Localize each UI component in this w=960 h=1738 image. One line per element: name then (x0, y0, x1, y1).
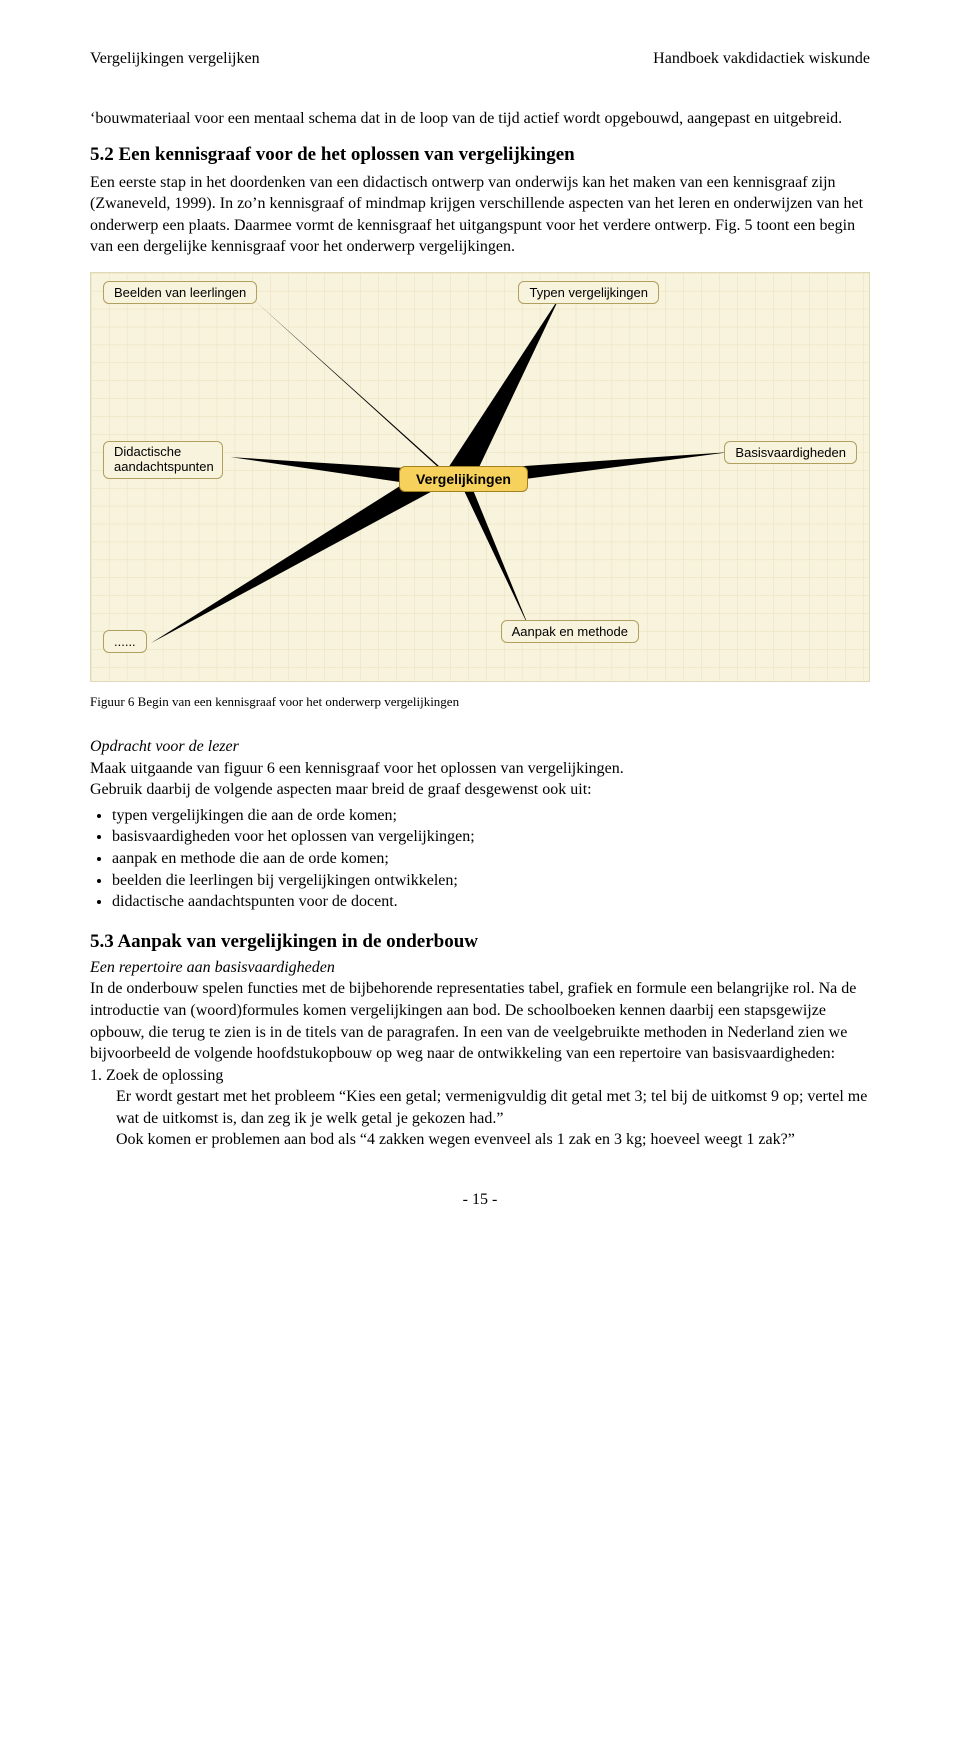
header-right: Handboek vakdidactiek wiskunde (653, 50, 870, 68)
mindmap-node-basisvaardigheden: Basisvaardigheden (724, 441, 857, 464)
opdracht-item: typen vergelijkingen die aan de orde kom… (112, 805, 870, 827)
numbered-item-1-title: 1. Zoek de oplossing (90, 1065, 870, 1087)
opdracht-item: aanpak en methode die aan de orde komen; (112, 848, 870, 870)
mindmap-node-beelden: Beelden van leerlingen (103, 281, 257, 304)
mindmap-figure: Beelden van leerlingen Typen vergelijkin… (90, 272, 870, 682)
mindmap-node-didactisch: Didactische aandachtspunten (103, 441, 223, 479)
mindmap-canvas: Beelden van leerlingen Typen vergelijkin… (90, 272, 870, 682)
section-5-3-para: In de onderbouw spelen functies met de b… (90, 978, 870, 1064)
mindmap-node-center: Vergelijkingen (399, 466, 528, 492)
mindmap-node-aanpak: Aanpak en methode (501, 620, 639, 643)
opdracht-item: beelden die leerlingen bij vergelijkinge… (112, 870, 870, 892)
page-number: - 15 - (90, 1191, 870, 1209)
numbered-item-1-body-2: Ook komen er problemen aan bod als “4 za… (90, 1129, 870, 1151)
header-left: Vergelijkingen vergelijken (90, 50, 260, 68)
opdracht-lead-2: Gebruik daarbij de volgende aspecten maa… (90, 779, 870, 801)
opdracht-item: didactische aandachtspunten voor de doce… (112, 891, 870, 913)
opdracht-lead-1: Maak uitgaande van figuur 6 een kennisgr… (90, 758, 870, 780)
figure-caption: Figuur 6 Begin van een kennisgraaf voor … (90, 694, 870, 710)
intro-paragraph: ‘bouwmateriaal voor een mentaal schema d… (90, 108, 870, 130)
section-5-2-body: Een eerste stap in het doordenken van ee… (90, 172, 870, 258)
mindmap-node-etc: ...... (103, 630, 147, 653)
opdracht-item: basisvaardigheden voor het oplossen van … (112, 826, 870, 848)
section-5-3-subtitle: Een repertoire aan basisvaardigheden (90, 957, 870, 979)
mindmap-node-typen: Typen vergelijkingen (518, 281, 659, 304)
opdracht-list: typen vergelijkingen die aan de orde kom… (90, 805, 870, 913)
running-head: Vergelijkingen vergelijken Handboek vakd… (90, 50, 870, 68)
numbered-item-1-body-1: Er wordt gestart met het probleem “Kies … (90, 1086, 870, 1129)
opdracht-title: Opdracht voor de lezer (90, 736, 870, 758)
section-5-3-title: 5.3 Aanpak van vergelijkingen in de onde… (90, 931, 870, 953)
section-5-2-title: 5.2 Een kennisgraaf voor de het oplossen… (90, 144, 870, 166)
